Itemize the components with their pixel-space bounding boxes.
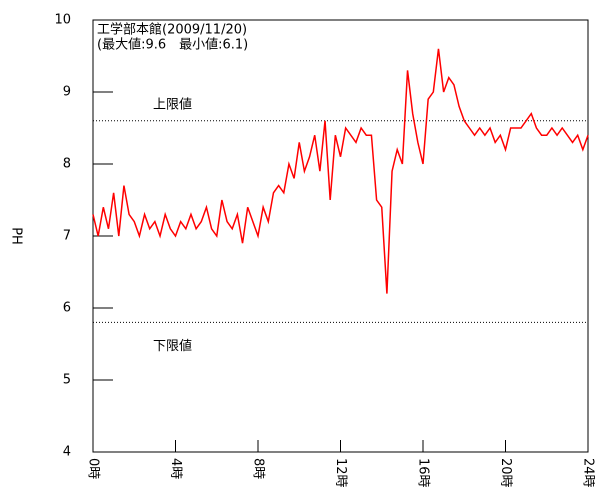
limit-label: 上限値 xyxy=(153,96,192,112)
plot-frame xyxy=(92,19,589,453)
x-tick-label: 16時 xyxy=(416,458,431,488)
y-tick-label: 5 xyxy=(63,373,71,388)
x-tick-label: 12時 xyxy=(333,458,348,488)
limit-label: 下限値 xyxy=(153,338,192,354)
y-tick-label: 7 xyxy=(63,229,71,244)
x-tick-label: 24時 xyxy=(581,458,595,488)
y-tick-label: 10 xyxy=(54,13,71,28)
data-line xyxy=(92,48,589,294)
x-tick-label: 20時 xyxy=(498,458,513,488)
y-tick-label: 8 xyxy=(63,157,71,172)
y-tick-label: 6 xyxy=(63,301,71,316)
y-tick-label: 4 xyxy=(63,445,71,460)
chart-subtitle: (最大値:9.6 最小値:6.1) xyxy=(97,37,248,53)
y-axis-label: PH xyxy=(9,227,24,245)
y-tick-label: 9 xyxy=(63,85,71,100)
x-tick-label: 4時 xyxy=(168,458,183,479)
x-tick-label: 0時 xyxy=(86,458,101,479)
chart-title: 工学部本館(2009/11/20) xyxy=(97,22,247,38)
x-tick-label: 8時 xyxy=(251,458,266,479)
